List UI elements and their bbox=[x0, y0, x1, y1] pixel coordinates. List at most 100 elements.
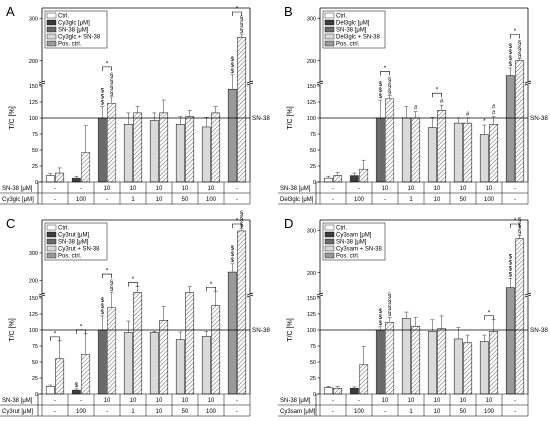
legend-entry: Ctrl. bbox=[336, 14, 347, 20]
legend-entry: Ctrl. bbox=[336, 226, 347, 232]
significance-bracket bbox=[50, 336, 60, 341]
panel-letter: C bbox=[6, 216, 15, 231]
table-cell: 10 bbox=[156, 197, 163, 203]
significance-bracket bbox=[128, 282, 138, 287]
legend-entry: Del3glc + SN-38 bbox=[336, 35, 381, 41]
table-cell: 1 bbox=[131, 197, 135, 203]
legend-entry: Cy3sam [μM] bbox=[336, 233, 372, 239]
y-tick-label: 125 bbox=[307, 100, 316, 106]
legend-entry: Pos. ctrl. bbox=[58, 254, 82, 260]
significance-line: $ bbox=[101, 309, 105, 316]
y-tick-label: 75 bbox=[310, 344, 316, 350]
bar-100-solid bbox=[349, 175, 359, 183]
bar-100-hatched bbox=[359, 364, 369, 395]
axis-break-gap bbox=[525, 82, 531, 85]
axis-break-mark bbox=[38, 82, 46, 86]
y-tick-label: 100 bbox=[307, 328, 316, 334]
significance-line: $ bbox=[101, 93, 105, 100]
table-cell: 100 bbox=[206, 409, 217, 415]
significance-line: $ bbox=[101, 99, 105, 106]
y-tick-label: 300 bbox=[29, 251, 38, 257]
significance-line: # bbox=[466, 111, 470, 118]
legend-entry: SN-38 [μM] bbox=[58, 28, 89, 34]
table-cell: - bbox=[332, 398, 334, 404]
legend-entry: Ctrl. bbox=[58, 14, 69, 20]
significance-line: § bbox=[388, 298, 392, 305]
table-cell: - bbox=[332, 186, 334, 192]
bar-100-solid bbox=[201, 336, 211, 395]
significance-bracket bbox=[510, 223, 520, 228]
table-cell: 10 bbox=[182, 398, 189, 404]
table-cell: 50 bbox=[460, 409, 467, 415]
bar---solid bbox=[375, 117, 385, 183]
table-cell: 10 bbox=[460, 398, 467, 404]
bar---hatched bbox=[515, 60, 525, 183]
legend-entry: Pos. ctrl. bbox=[58, 42, 82, 48]
table-cell: 10 bbox=[434, 398, 441, 404]
bracket-star: * bbox=[236, 218, 239, 225]
legend-swatch bbox=[46, 12, 57, 19]
bar---hatched bbox=[515, 238, 525, 395]
legend-swatch bbox=[46, 26, 57, 33]
significance-marker: $ $ $ $ bbox=[509, 253, 513, 278]
table-cell: - bbox=[54, 409, 56, 415]
legend: Ctrl.Cy3glc [μM]SN-38 [μM]Cy3glc + SN-38… bbox=[44, 10, 108, 49]
bar-1-solid bbox=[123, 332, 133, 395]
significance-line: # bbox=[492, 104, 496, 111]
significance-line: $ bbox=[509, 265, 513, 272]
y-axis-label: T/C [%] bbox=[9, 318, 16, 341]
legend-swatch bbox=[324, 245, 335, 252]
significance-marker: § § § bbox=[518, 40, 522, 59]
significance-line: § bbox=[240, 216, 244, 223]
axis-break-mark bbox=[524, 294, 532, 298]
bar-100-solid bbox=[71, 389, 81, 395]
bracket-star: * bbox=[106, 268, 109, 275]
significance-line: $ bbox=[231, 257, 235, 264]
bracket-star: * bbox=[236, 6, 239, 13]
table-row-label: Cy3glc [μM] bbox=[2, 197, 34, 203]
table-cell: 10 bbox=[382, 398, 389, 404]
significance-bracket bbox=[76, 329, 86, 334]
bar-100-solid bbox=[71, 177, 81, 183]
significance-line: § bbox=[518, 40, 522, 47]
axis-break-mark bbox=[316, 80, 324, 84]
y-tick-label: 25 bbox=[310, 376, 316, 382]
table-cell: 1 bbox=[409, 197, 413, 203]
y-axis-label: T/C [%] bbox=[9, 106, 16, 129]
reference-line-label: SN-38 bbox=[530, 115, 548, 122]
bar---hatched bbox=[237, 37, 247, 183]
legend-swatch bbox=[324, 26, 335, 33]
table-row-label: Del3glc [μM] bbox=[280, 197, 314, 203]
bar-1-solid bbox=[401, 117, 411, 183]
table-cell: - bbox=[332, 197, 334, 203]
bar-1-hatched bbox=[411, 117, 421, 183]
table-cell: - bbox=[236, 186, 238, 192]
table-cell: 10 bbox=[486, 186, 493, 192]
y-tick-label: 150 bbox=[29, 296, 38, 302]
bracket-star: * bbox=[106, 60, 109, 67]
table-cell: 10 bbox=[130, 186, 137, 192]
y-tick-label: 100 bbox=[29, 116, 38, 122]
legend-swatch bbox=[324, 19, 335, 26]
bar---hatched bbox=[333, 387, 343, 395]
bar-100-hatched bbox=[81, 152, 91, 183]
table-cell: 50 bbox=[182, 409, 189, 415]
significance-line: § bbox=[388, 83, 392, 90]
bar-100-hatched bbox=[81, 354, 91, 395]
y-tick-label: 100 bbox=[29, 328, 38, 334]
significance-bracket bbox=[432, 92, 442, 98]
bracket-star: * bbox=[384, 65, 387, 72]
table-cell: - bbox=[236, 197, 238, 203]
condition-table: SN-38 [μM]Cy3sam [μM]---10010-1011010105… bbox=[278, 393, 529, 417]
bracket-star: * bbox=[514, 218, 517, 225]
significance-line: § bbox=[388, 77, 392, 84]
significance-line: $ bbox=[379, 81, 383, 88]
y-tick-label: 25 bbox=[32, 376, 38, 382]
y-tick-label: 0 bbox=[313, 392, 316, 398]
significance-marker: § § § bbox=[388, 77, 392, 96]
y-tick-label: 50 bbox=[310, 148, 316, 154]
significance-line: $ bbox=[509, 253, 513, 260]
table-cell: - bbox=[236, 409, 238, 415]
table-cell: 50 bbox=[460, 197, 467, 203]
